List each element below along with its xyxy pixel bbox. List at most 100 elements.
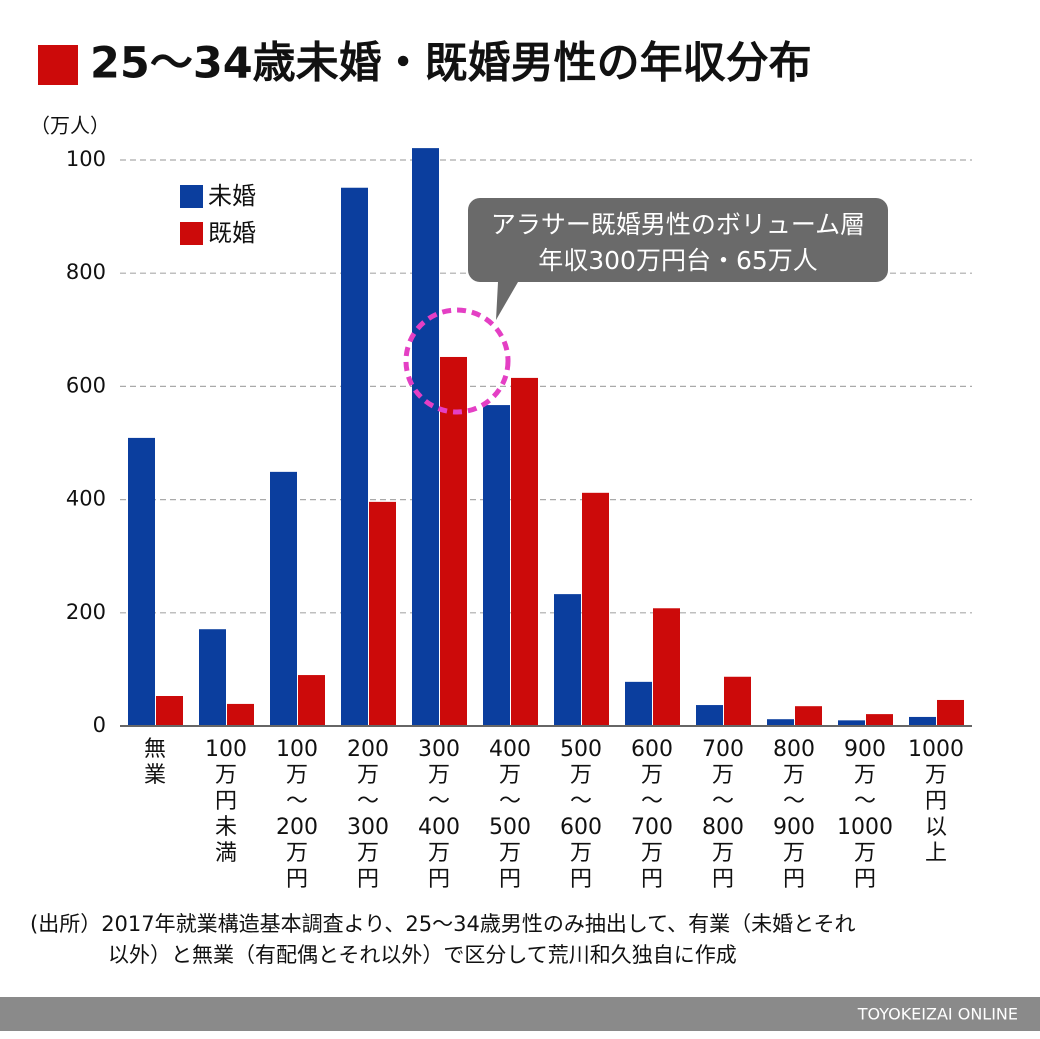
x-tick-label: 以 <box>925 815 947 840</box>
bar <box>724 676 751 726</box>
x-tick-label: 200 <box>276 815 318 840</box>
x-tick-label: 万 <box>641 841 663 866</box>
x-tick-label: 400 <box>418 815 460 840</box>
x-tick-label: 600 <box>560 815 602 840</box>
x-tick-label: 〜 <box>286 789 308 814</box>
legend-swatch <box>180 185 203 208</box>
x-tick-label: 万 <box>783 841 805 866</box>
x-tick-label: 〜 <box>357 789 379 814</box>
x-tick-label: 400 <box>489 737 531 762</box>
x-tick-label: 300 <box>418 737 460 762</box>
legend-label: 既婚 <box>208 219 256 247</box>
footer-bar <box>0 997 1040 1031</box>
chart-title: 25〜34歳未婚・既婚男性の年収分布 <box>90 39 812 89</box>
x-tick-label: 〜 <box>712 789 734 814</box>
x-tick-label: 〜 <box>570 789 592 814</box>
x-tick-label: 1000 <box>908 737 964 762</box>
x-tick-label: 円 <box>712 867 734 892</box>
bar <box>653 608 680 726</box>
x-tick-label: 円 <box>925 789 947 814</box>
x-tick-label: 500 <box>560 737 602 762</box>
x-tick-label: 800 <box>702 815 744 840</box>
x-tick-label: 300 <box>347 815 389 840</box>
bar <box>838 720 865 726</box>
y-tick-label: 400 <box>66 487 106 511</box>
bar <box>511 377 538 726</box>
x-tick-label: 100 <box>276 737 318 762</box>
bar <box>341 187 368 726</box>
y-tick-label: 200 <box>66 600 106 624</box>
legend-label: 未婚 <box>208 182 256 210</box>
y-tick-label: 600 <box>66 373 106 397</box>
x-tick-label: 万 <box>357 841 379 866</box>
x-tick-label: 万 <box>215 763 237 788</box>
x-tick-label: 万 <box>783 763 805 788</box>
y-tick-label: 800 <box>66 260 106 284</box>
bar <box>412 148 439 726</box>
title-marker <box>38 45 78 85</box>
x-tick-label: 〜 <box>499 789 521 814</box>
x-tick-label: 未 <box>215 815 237 840</box>
x-tick-label: 万 <box>286 841 308 866</box>
bar <box>270 471 297 726</box>
x-tick-label: 万 <box>641 763 663 788</box>
bar <box>440 356 467 726</box>
bar <box>369 501 396 726</box>
bar <box>298 675 325 726</box>
x-tick-label: 円 <box>215 789 237 814</box>
x-tick-label: 万 <box>499 841 521 866</box>
x-tick-label: 万 <box>357 763 379 788</box>
x-tick-label: 万 <box>712 841 734 866</box>
x-tick-label: 1000 <box>837 815 893 840</box>
y-axis-label: （万人） <box>30 114 110 138</box>
x-tick-label: 円 <box>641 867 663 892</box>
x-tick-label: 万 <box>712 763 734 788</box>
footer-text: TOYOKEIZAI ONLINE <box>857 1005 1018 1024</box>
x-tick-label: 円 <box>499 867 521 892</box>
x-tick-label: 無 <box>144 737 166 762</box>
x-tick-label: 万 <box>570 763 592 788</box>
callout-text: アラサー既婚男性のボリューム層 <box>491 210 865 239</box>
x-tick-label: 900 <box>773 815 815 840</box>
x-tick-label: 700 <box>631 815 673 840</box>
x-tick-label: 700 <box>702 737 744 762</box>
callout-box <box>468 198 888 320</box>
x-tick-label: 円 <box>428 867 450 892</box>
x-tick-label: 500 <box>489 815 531 840</box>
x-tick-label: 満 <box>215 841 237 866</box>
source-text: 以外）と無業（有配偶とそれ以外）で区分して荒川和久独自に作成 <box>108 943 737 967</box>
x-tick-label: 円 <box>357 867 379 892</box>
bar <box>483 405 510 726</box>
bar <box>199 629 226 726</box>
x-tick-label: 〜 <box>641 789 663 814</box>
source-text: (出所）2017年就業構造基本調査より、25〜34歳男性のみ抽出して、有業（未婚… <box>30 912 856 936</box>
x-tick-label: 〜 <box>428 789 450 814</box>
bar <box>227 703 254 726</box>
bar <box>554 594 581 726</box>
x-tick-label: 万 <box>925 763 947 788</box>
x-tick-label: 〜 <box>783 789 805 814</box>
x-tick-label: 業 <box>144 763 166 788</box>
x-tick-label: 100 <box>205 737 247 762</box>
bar <box>156 696 183 726</box>
callout-text: 年収300万円台・65万人 <box>538 246 818 275</box>
bar <box>909 716 936 726</box>
x-tick-label: 円 <box>854 867 876 892</box>
y-tick-label: 100 <box>66 147 106 171</box>
bar <box>696 705 723 726</box>
x-tick-label: 万 <box>428 763 450 788</box>
x-tick-label: 円 <box>286 867 308 892</box>
x-tick-label: 万 <box>570 841 592 866</box>
bar <box>582 492 609 726</box>
x-tick-label: 800 <box>773 737 815 762</box>
bar <box>795 706 822 726</box>
x-tick-label: 万 <box>499 763 521 788</box>
x-tick-label: 円 <box>570 867 592 892</box>
x-tick-label: 万 <box>428 841 450 866</box>
x-tick-label: 900 <box>844 737 886 762</box>
bar <box>625 681 652 726</box>
y-tick-label: 0 <box>93 713 106 737</box>
x-tick-label: 円 <box>783 867 805 892</box>
x-tick-label: 万 <box>286 763 308 788</box>
